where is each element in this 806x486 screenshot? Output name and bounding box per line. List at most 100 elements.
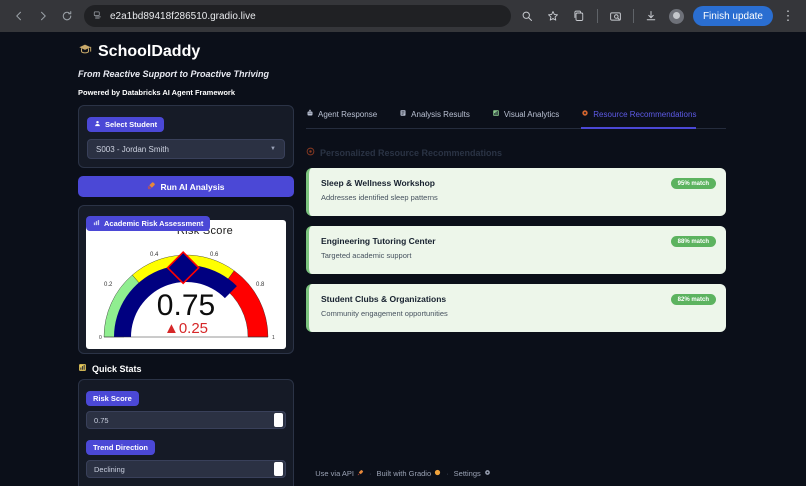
person-icon bbox=[94, 120, 101, 129]
tab-visual-analytics-label: Visual Analytics bbox=[503, 109, 560, 119]
run-ai-analysis-label: Run AI Analysis bbox=[160, 181, 225, 192]
app-powered-by: Powered by Databricks AI Agent Framework bbox=[78, 88, 235, 97]
gear-icon bbox=[484, 469, 491, 478]
student-dropdown[interactable]: S003 - Jordan Smith ▼ bbox=[87, 139, 285, 159]
address-bar[interactable]: e2a1bd89418f286510.gradio.live bbox=[84, 5, 511, 27]
academic-risk-panel: Academic Risk Assessment Risk Score bbox=[78, 205, 294, 354]
match-badge: 88% match bbox=[670, 236, 716, 247]
page-title: SchoolDaddy bbox=[78, 42, 806, 61]
academic-risk-label: Academic Risk Assessment bbox=[86, 216, 211, 231]
trend-direction-value: Declining bbox=[94, 464, 125, 474]
recommendations-heading: Personalized Resource Recommendations bbox=[306, 147, 726, 158]
tab-resource-recommendations[interactable]: Resource Recommendations bbox=[581, 109, 697, 129]
sidebar-column: Select Student S003 - Jordan Smith ▼ Run… bbox=[78, 105, 294, 486]
settings-label: Settings bbox=[453, 469, 481, 478]
run-ai-analysis-button[interactable]: Run AI Analysis bbox=[78, 176, 294, 197]
target-icon bbox=[306, 147, 315, 158]
risk-score-field[interactable]: 0.75 bbox=[86, 411, 286, 429]
forward-arrow-icon[interactable] bbox=[32, 5, 54, 27]
copy-icon[interactable] bbox=[274, 413, 283, 427]
select-student-panel: Select Student S003 - Jordan Smith ▼ bbox=[78, 105, 294, 168]
kebab-menu-icon[interactable]: ⋮ bbox=[781, 8, 795, 23]
star-icon[interactable] bbox=[545, 8, 562, 25]
svg-text:0.4: 0.4 bbox=[150, 252, 159, 258]
app-title-text: SchoolDaddy bbox=[98, 42, 201, 60]
finish-update-button[interactable]: Finish update bbox=[692, 6, 773, 26]
chart-bar-icon bbox=[492, 109, 500, 119]
screen-capture-icon[interactable] bbox=[607, 8, 624, 25]
url-text: e2a1bd89418f286510.gradio.live bbox=[110, 10, 256, 22]
footer-separator: · bbox=[369, 469, 372, 478]
clipboard-icon bbox=[399, 109, 407, 119]
toolbar-divider bbox=[632, 9, 634, 23]
recommendation-card[interactable]: Sleep & Wellness Workshop Addresses iden… bbox=[306, 168, 726, 216]
search-icon[interactable] bbox=[519, 8, 536, 25]
recommendation-card[interactable]: Student Clubs & Organizations Community … bbox=[306, 284, 726, 332]
quick-stats-panel: Risk Score 0.75 Trend Direction Declinin… bbox=[78, 379, 294, 486]
toolbar-actions: Finish update ⋮ bbox=[519, 6, 798, 26]
select-student-label-text: Select Student bbox=[105, 120, 158, 129]
app-header: SchoolDaddy From Reactive Support to Pro… bbox=[0, 32, 806, 98]
tab-agent-response-label: Agent Response bbox=[318, 109, 378, 119]
recommendation-description: Targeted academic support bbox=[321, 251, 412, 260]
gauge-delta: ▲0.25 bbox=[164, 320, 208, 337]
robot-icon bbox=[306, 109, 314, 119]
footer-separator: · bbox=[446, 469, 449, 478]
recommendation-title: Student Clubs & Organizations bbox=[321, 294, 447, 304]
browser-toolbar: e2a1bd89418f286510.gradio.live Finish up… bbox=[0, 0, 806, 32]
recommendation-title: Sleep & Wellness Workshop bbox=[321, 178, 435, 188]
app-tagline: From Reactive Support to Proactive Thriv… bbox=[78, 69, 270, 79]
quick-stat-item: Risk Score 0.75 bbox=[86, 388, 286, 429]
tab-site-icon bbox=[93, 7, 103, 25]
graduation-cap-icon bbox=[78, 42, 92, 61]
risk-gauge-chart: Risk Score bbox=[86, 220, 286, 349]
chart-icon bbox=[93, 219, 100, 228]
quick-stats-heading: Quick Stats bbox=[78, 363, 294, 374]
gauge-svg: 0 0.2 0.4 0.6 0.8 1 0.75 ▲0.25 bbox=[99, 251, 275, 341]
back-arrow-icon[interactable] bbox=[8, 5, 30, 27]
rocket-icon bbox=[147, 181, 156, 192]
toolbar-divider bbox=[596, 9, 598, 23]
recommendation-title: Engineering Tutoring Center bbox=[321, 236, 436, 246]
svg-text:0.6: 0.6 bbox=[210, 252, 219, 258]
reload-icon[interactable] bbox=[56, 5, 78, 27]
profile-avatar-icon[interactable] bbox=[668, 8, 684, 24]
settings-link[interactable]: Settings bbox=[454, 469, 491, 478]
app-root: SchoolDaddy From Reactive Support to Pro… bbox=[0, 32, 806, 486]
svg-text:1: 1 bbox=[272, 335, 275, 341]
svg-text:0.2: 0.2 bbox=[104, 282, 113, 288]
content-column: Agent Response Analysis Results Visual A… bbox=[306, 105, 726, 332]
share-icon[interactable] bbox=[571, 8, 588, 25]
recommendation-card[interactable]: Engineering Tutoring Center Targeted aca… bbox=[306, 226, 726, 274]
built-with-gradio-link[interactable]: Built with Gradio bbox=[377, 469, 442, 478]
rocket-icon bbox=[357, 469, 364, 478]
academic-risk-label-text: Academic Risk Assessment bbox=[104, 219, 204, 228]
use-via-api-link[interactable]: Use via API bbox=[315, 469, 364, 478]
tab-analysis-results-label: Analysis Results bbox=[411, 109, 470, 119]
gradio-logo-icon bbox=[434, 469, 441, 478]
tab-bar: Agent Response Analysis Results Visual A… bbox=[306, 109, 726, 129]
quick-stats-heading-text: Quick Stats bbox=[92, 363, 142, 374]
recommendations-heading-text: Personalized Resource Recommendations bbox=[320, 147, 503, 158]
svg-text:0.8: 0.8 bbox=[256, 282, 265, 288]
gear-icon bbox=[581, 109, 589, 119]
tab-agent-response[interactable]: Agent Response bbox=[306, 109, 377, 123]
svg-text:0: 0 bbox=[99, 335, 102, 341]
use-via-api-label: Use via API bbox=[315, 469, 355, 478]
download-icon[interactable] bbox=[643, 8, 660, 25]
match-badge: 82% match bbox=[670, 294, 716, 305]
recommendation-description: Community engagement opportunities bbox=[321, 309, 448, 318]
copy-icon[interactable] bbox=[274, 462, 283, 476]
bar-chart-icon bbox=[78, 363, 87, 374]
recommendation-description: Addresses identified sleep patterns bbox=[321, 193, 438, 202]
risk-score-value: 0.75 bbox=[94, 415, 109, 425]
tab-visual-analytics[interactable]: Visual Analytics bbox=[492, 109, 559, 123]
built-with-gradio-label: Built with Gradio bbox=[376, 469, 432, 478]
select-student-label: Select Student bbox=[87, 117, 165, 132]
gauge-value: 0.75 bbox=[157, 289, 215, 322]
tab-analysis-results[interactable]: Analysis Results bbox=[399, 109, 470, 123]
trend-direction-field[interactable]: Declining bbox=[86, 460, 286, 478]
trend-direction-label: Trend Direction bbox=[86, 440, 156, 455]
main-columns: Select Student S003 - Jordan Smith ▼ Run… bbox=[0, 97, 806, 486]
risk-score-label: Risk Score bbox=[86, 391, 139, 406]
